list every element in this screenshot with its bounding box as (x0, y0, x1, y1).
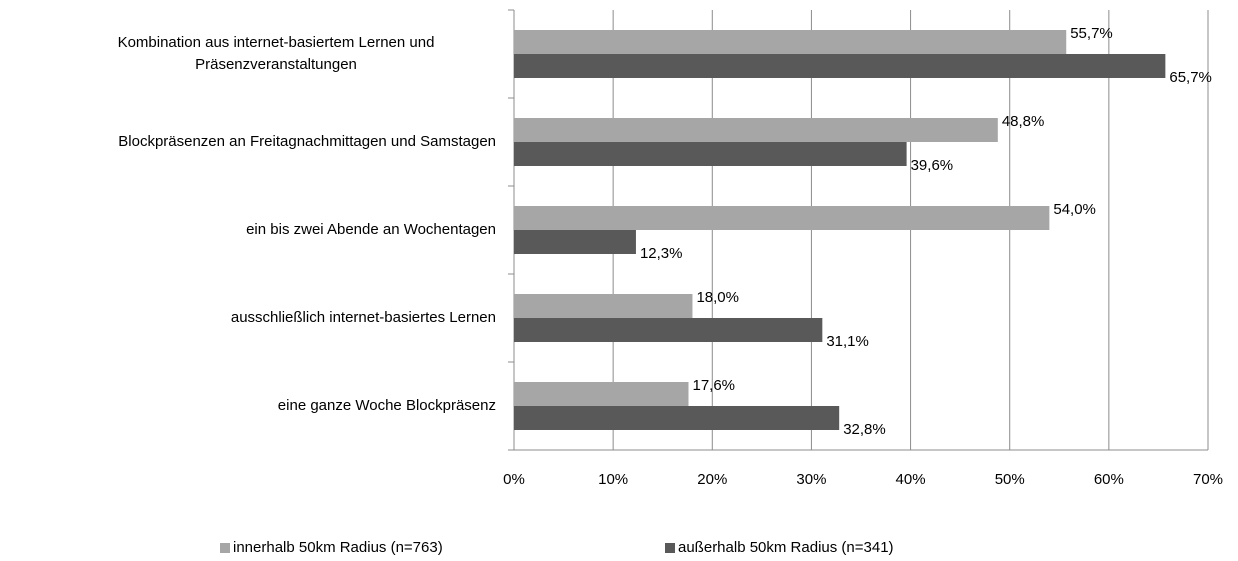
x-tick-label: 40% (896, 471, 926, 488)
bar (514, 294, 693, 318)
bar (514, 318, 823, 342)
data-label: 48,8% (1002, 113, 1045, 130)
y-tick-label: ein bis zwei Abende an Wochentagen (246, 221, 496, 238)
bar (514, 230, 636, 254)
bar (514, 54, 1166, 78)
data-label: 17,6% (692, 377, 735, 394)
y-tick-label: Blockpräsenzen an Freitagnachmittagen un… (118, 133, 496, 150)
legend-label: außerhalb 50km Radius (n=341) (678, 539, 894, 556)
x-tick-label: 50% (995, 471, 1025, 488)
data-label: 31,1% (826, 333, 869, 350)
category-label-box: Blockpräsenzen an Freitagnachmittagen un… (0, 98, 496, 186)
data-label: 32,8% (843, 421, 886, 438)
y-tick-label: eine ganze Woche Blockpräsenz (277, 397, 496, 414)
y-tick-label: ausschließlich internet-basiertes Lernen (230, 309, 496, 326)
data-label: 65,7% (1169, 69, 1212, 86)
category-label-box: ein bis zwei Abende an Wochentagen (0, 186, 496, 274)
bar (514, 118, 998, 142)
data-label: 18,0% (696, 289, 739, 306)
y-tick-label: Kombination aus internet-basiertem Lerne… (117, 34, 435, 73)
bar (514, 406, 840, 430)
x-tick-label: 60% (1094, 471, 1124, 488)
x-tick-label: 0% (503, 471, 525, 488)
bar (514, 30, 1067, 54)
category-label-box: ausschließlich internet-basiertes Lernen (0, 274, 496, 362)
bar (514, 142, 907, 166)
data-label: 54,0% (1053, 201, 1096, 218)
x-tick-label: 30% (796, 471, 826, 488)
bar (514, 206, 1050, 230)
bar (514, 382, 689, 406)
category-label-box: eine ganze Woche Blockpräsenz (0, 362, 496, 450)
data-label: 12,3% (640, 245, 683, 262)
x-tick-label: 10% (598, 471, 628, 488)
data-label: 55,7% (1070, 25, 1113, 42)
x-tick-label: 70% (1193, 471, 1223, 488)
legend-swatch (665, 543, 675, 553)
legend-label: innerhalb 50km Radius (n=763) (233, 539, 443, 556)
data-label: 39,6% (911, 157, 954, 174)
legend-swatch (220, 543, 230, 553)
x-tick-label: 20% (697, 471, 727, 488)
category-label-box: Kombination aus internet-basiertem Lerne… (0, 10, 496, 98)
